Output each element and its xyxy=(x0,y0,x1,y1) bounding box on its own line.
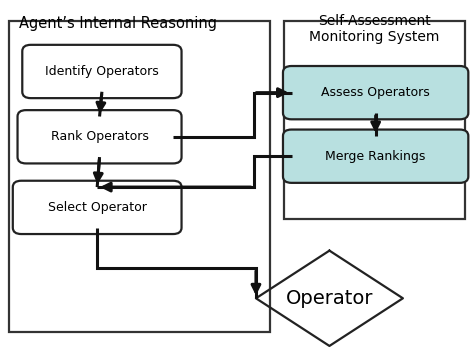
Text: Self-Assessment
Monitoring System: Self-Assessment Monitoring System xyxy=(309,14,440,44)
Text: Agent’s Internal Reasoning: Agent’s Internal Reasoning xyxy=(19,16,217,31)
FancyBboxPatch shape xyxy=(22,45,182,98)
Text: Assess Operators: Assess Operators xyxy=(321,86,430,99)
FancyBboxPatch shape xyxy=(283,130,468,183)
FancyBboxPatch shape xyxy=(283,66,468,119)
Text: Select Operator: Select Operator xyxy=(48,201,146,214)
Text: Rank Operators: Rank Operators xyxy=(51,130,148,143)
Text: Merge Rankings: Merge Rankings xyxy=(326,150,426,163)
FancyBboxPatch shape xyxy=(18,110,182,163)
Text: Identify Operators: Identify Operators xyxy=(45,65,159,78)
FancyBboxPatch shape xyxy=(13,181,182,234)
Text: Operator: Operator xyxy=(286,289,373,308)
